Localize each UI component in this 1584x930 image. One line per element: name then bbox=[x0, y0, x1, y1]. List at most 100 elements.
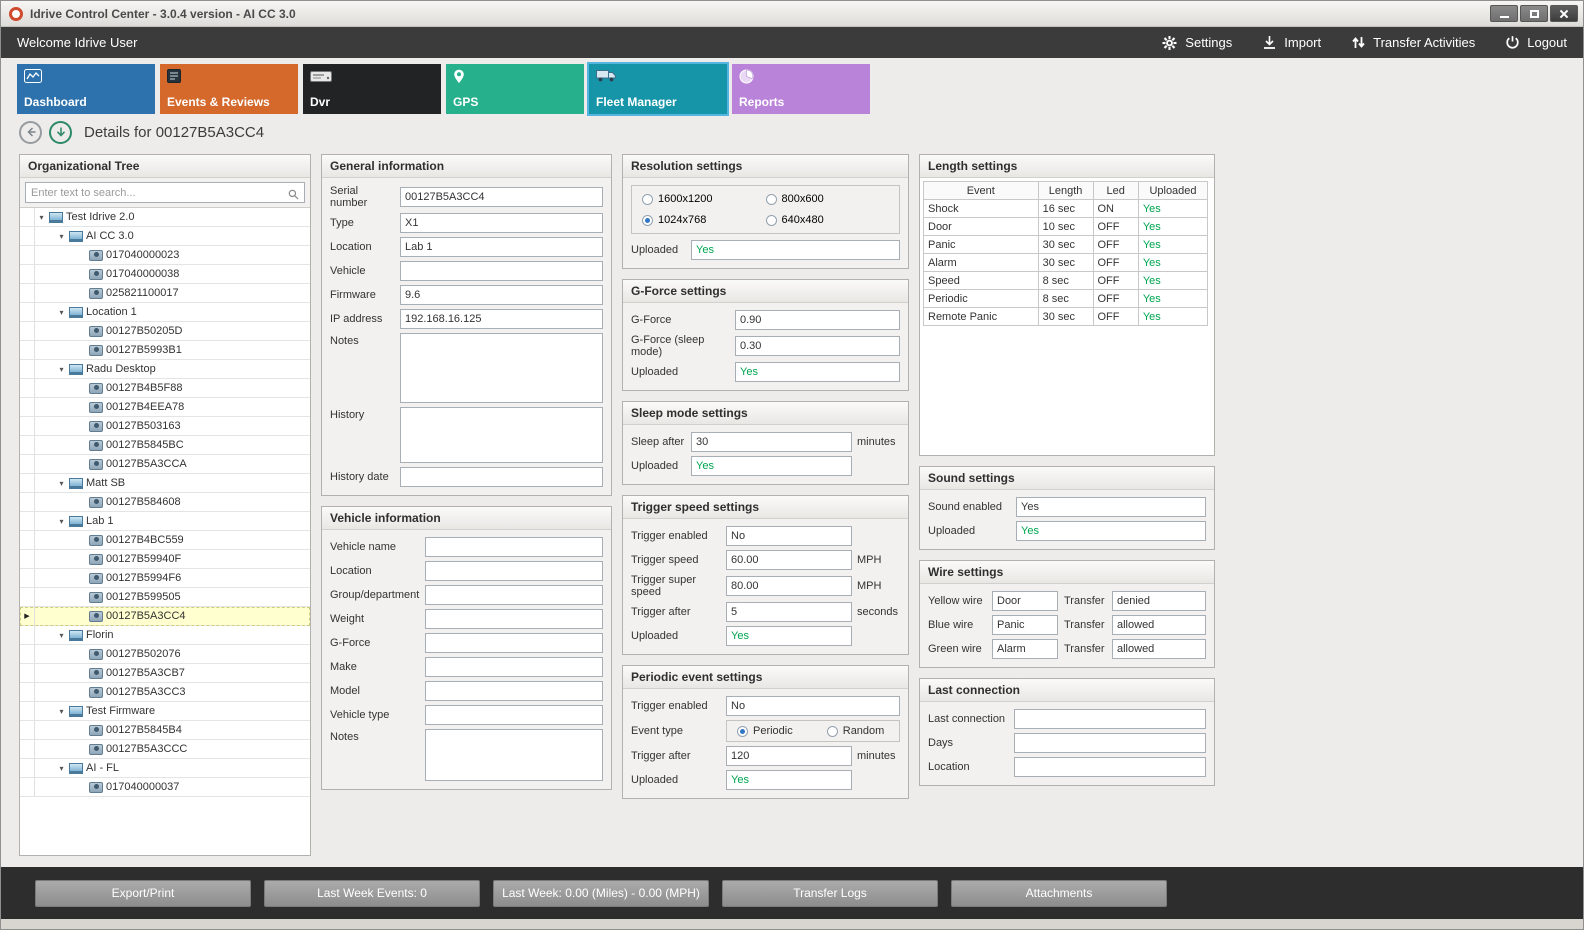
weight-input[interactable] bbox=[425, 609, 603, 629]
radio-1600x1200[interactable]: 1600x1200 bbox=[642, 193, 766, 205]
tree-group-lab-1[interactable]: ▾ Lab 1 bbox=[20, 512, 310, 531]
radio-640x480[interactable]: 640x480 bbox=[765, 214, 890, 226]
tree-group-matt-sb[interactable]: ▾ Matt SB bbox=[20, 474, 310, 493]
minimize-button[interactable] bbox=[1490, 5, 1518, 22]
tab-reports[interactable]: Reports bbox=[732, 64, 870, 114]
tree-group-florin[interactable]: ▾ Florin bbox=[20, 626, 310, 645]
tree-device-00127b5a3cc4[interactable]: ▶ 00127B5A3CC4 bbox=[20, 607, 310, 626]
tree-device-00127b5994f6[interactable]: 00127B5994F6 bbox=[20, 569, 310, 588]
location-input[interactable] bbox=[425, 561, 603, 581]
length-col-event[interactable]: Event bbox=[923, 181, 1039, 200]
close-button[interactable] bbox=[1550, 5, 1578, 22]
trigger-super-speed-input[interactable] bbox=[726, 576, 852, 596]
uploaded-input[interactable] bbox=[726, 626, 852, 646]
sound-enabled-input[interactable] bbox=[1016, 497, 1206, 517]
tree-device-00127b59940f[interactable]: 00127B59940F bbox=[20, 550, 310, 569]
bottom-attachments[interactable]: Attachments bbox=[951, 879, 1167, 907]
tree-search-input[interactable] bbox=[25, 182, 305, 203]
g-force-input[interactable] bbox=[425, 633, 603, 653]
radio-800x600[interactable]: 800x600 bbox=[765, 193, 890, 205]
action-transfer-activities[interactable]: Transfer Activities bbox=[1351, 35, 1475, 50]
action-import[interactable]: Import bbox=[1262, 35, 1321, 50]
tree-device-00127b5a3cb7[interactable]: 00127B5A3CB7 bbox=[20, 664, 310, 683]
group-department-input[interactable] bbox=[425, 585, 603, 605]
tree-device-00127b4bc559[interactable]: 00127B4BC559 bbox=[20, 531, 310, 550]
bottom-export-print[interactable]: Export/Print bbox=[35, 879, 251, 907]
tree-device-017040000023[interactable]: 017040000023 bbox=[20, 246, 310, 265]
tree-device-00127b4b5f88[interactable]: 00127B4B5F88 bbox=[20, 379, 310, 398]
uploaded-input[interactable] bbox=[1016, 521, 1206, 541]
length-row-periodic[interactable]: Periodic 8 sec OFF Yes bbox=[923, 289, 1209, 308]
vehicle-type-input[interactable] bbox=[425, 705, 603, 725]
trigger-after-input[interactable] bbox=[726, 746, 852, 766]
resolution-uploaded-input[interactable] bbox=[691, 240, 900, 260]
tree-device-025821100017[interactable]: 025821100017 bbox=[20, 284, 310, 303]
tree-group-test-idrive-2-0[interactable]: ▾ Test Idrive 2.0 bbox=[20, 208, 310, 227]
tree-device-00127b5a3cc3[interactable]: 00127B5A3CC3 bbox=[20, 683, 310, 702]
tree-group-radu-desktop[interactable]: ▾ Radu Desktop bbox=[20, 360, 310, 379]
tab-gps[interactable]: GPS bbox=[446, 64, 584, 114]
type-input[interactable] bbox=[400, 213, 603, 233]
model-input[interactable] bbox=[425, 681, 603, 701]
back-button[interactable] bbox=[19, 120, 42, 144]
length-row-panic[interactable]: Panic 30 sec OFF Yes bbox=[923, 235, 1209, 254]
length-row-remote-panic[interactable]: Remote Panic 30 sec OFF Yes bbox=[923, 307, 1209, 326]
location-input[interactable] bbox=[1014, 757, 1206, 777]
tree-group-ai-fl[interactable]: ▾ AI - FL bbox=[20, 759, 310, 778]
collapse-icon[interactable]: ▾ bbox=[59, 763, 64, 773]
ip-address-input[interactable] bbox=[400, 309, 603, 329]
tab-dvr[interactable]: Dvr bbox=[303, 64, 441, 114]
tab-events-reviews[interactable]: Events & Reviews bbox=[160, 64, 298, 114]
radio-periodic[interactable]: Periodic bbox=[737, 725, 793, 737]
last-connection-input[interactable] bbox=[1014, 709, 1206, 729]
collapse-icon[interactable]: ▾ bbox=[59, 364, 64, 374]
tree-group-ai-cc-3-0[interactable]: ▾ AI CC 3.0 bbox=[20, 227, 310, 246]
action-logout[interactable]: Logout bbox=[1505, 35, 1567, 50]
yellow-wire-input[interactable] bbox=[992, 591, 1058, 611]
collapse-icon[interactable]: ▾ bbox=[59, 478, 64, 488]
green-wire-transfer-input[interactable] bbox=[1112, 639, 1206, 659]
g-force-sleep-mode-input[interactable] bbox=[735, 336, 900, 356]
tree-device-00127b599505[interactable]: 00127B599505 bbox=[20, 588, 310, 607]
uploaded-input[interactable] bbox=[691, 456, 852, 476]
days-input[interactable] bbox=[1014, 733, 1206, 753]
length-row-door[interactable]: Door 10 sec OFF Yes bbox=[923, 217, 1209, 236]
action-settings[interactable]: Settings bbox=[1161, 35, 1232, 51]
blue-wire-transfer-input[interactable] bbox=[1112, 615, 1206, 635]
length-col-length[interactable]: Length bbox=[1037, 181, 1094, 200]
collapse-icon[interactable]: ▾ bbox=[59, 516, 64, 526]
vehicle-input[interactable] bbox=[400, 261, 603, 281]
history-textarea[interactable] bbox=[400, 407, 603, 463]
bottom-last-week-0-00-miles-0-00-mph[interactable]: Last Week: 0.00 (Miles) - 0.00 (MPH) bbox=[493, 879, 709, 907]
vehicle-name-input[interactable] bbox=[425, 537, 603, 557]
serial-number-input[interactable] bbox=[400, 187, 603, 207]
trigger-enabled-input[interactable] bbox=[726, 526, 852, 546]
uploaded-input[interactable] bbox=[735, 362, 900, 382]
length-row-shock[interactable]: Shock 16 sec ON Yes bbox=[923, 199, 1209, 218]
maximize-button[interactable] bbox=[1520, 5, 1548, 22]
tree-device-00127b50205d[interactable]: 00127B50205D bbox=[20, 322, 310, 341]
length-col-led[interactable]: Led bbox=[1092, 181, 1139, 200]
collapse-icon[interactable]: ▾ bbox=[59, 231, 64, 241]
tree-group-test-firmware[interactable]: ▾ Test Firmware bbox=[20, 702, 310, 721]
tree-device-00127b502076[interactable]: 00127B502076 bbox=[20, 645, 310, 664]
vehicle-notes-textarea[interactable] bbox=[425, 729, 603, 781]
radio-random[interactable]: Random bbox=[826, 725, 884, 737]
g-force-input[interactable] bbox=[735, 310, 900, 330]
tree-device-00127b5845b4[interactable]: 00127B5845B4 bbox=[20, 721, 310, 740]
collapse-icon[interactable]: ▾ bbox=[59, 630, 64, 640]
bottom-transfer-logs[interactable]: Transfer Logs bbox=[722, 879, 938, 907]
make-input[interactable] bbox=[425, 657, 603, 677]
radio-1024x768[interactable]: 1024x768 bbox=[642, 214, 766, 226]
firmware-input[interactable] bbox=[400, 285, 603, 305]
tree-device-00127b5845bc[interactable]: 00127B5845BC bbox=[20, 436, 310, 455]
notes-textarea[interactable] bbox=[400, 333, 603, 403]
tab-fleet-manager[interactable]: Fleet Manager bbox=[587, 62, 729, 116]
tree-group-location-1[interactable]: ▾ Location 1 bbox=[20, 303, 310, 322]
tree-device-00127b5a3ccc[interactable]: 00127B5A3CCC bbox=[20, 740, 310, 759]
tree-device-00127b5993b1[interactable]: 00127B5993B1 bbox=[20, 341, 310, 360]
tree-device-00127b5a3cca[interactable]: 00127B5A3CCA bbox=[20, 455, 310, 474]
length-col-uploaded[interactable]: Uploaded bbox=[1137, 181, 1209, 200]
green-wire-input[interactable] bbox=[992, 639, 1058, 659]
blue-wire-input[interactable] bbox=[992, 615, 1058, 635]
